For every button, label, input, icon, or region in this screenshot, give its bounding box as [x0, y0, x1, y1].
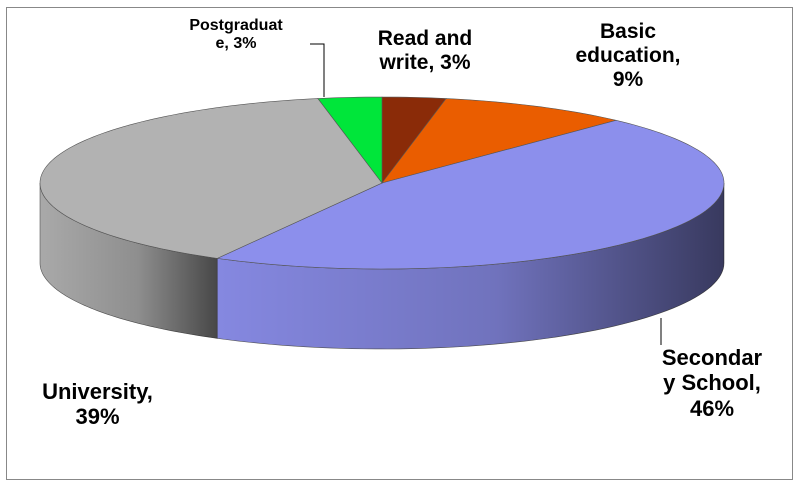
leader-line [310, 43, 325, 97]
slice [216, 119, 725, 270]
slice-label: Basic education, 9% [575, 20, 681, 92]
slice-side-shade [40, 183, 218, 339]
slice [39, 98, 383, 259]
slice-label: Read and write, 3% [377, 27, 473, 75]
slice-side-shade [217, 183, 725, 349]
pie [39, 96, 725, 350]
slice [381, 98, 617, 184]
slice-label: Secondary School, 46% [661, 345, 763, 421]
slice-label: University, 39% [42, 379, 153, 430]
slice [317, 96, 383, 184]
slice-label: Postgraduate, 3% [189, 17, 283, 53]
frame [6, 7, 793, 480]
